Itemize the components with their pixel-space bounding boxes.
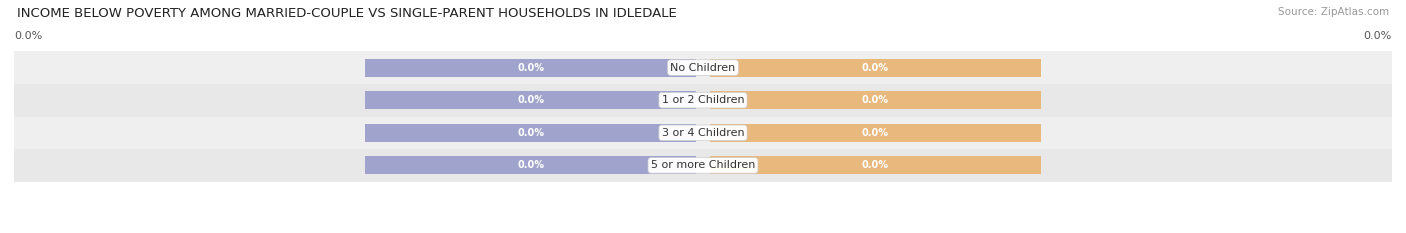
Text: 0.0%: 0.0% [517, 128, 544, 138]
Text: 0.0%: 0.0% [862, 63, 889, 72]
Bar [366, 91, 696, 109]
Text: 0.0%: 0.0% [517, 95, 544, 105]
Text: 0.0%: 0.0% [1364, 31, 1392, 41]
Text: No Children: No Children [671, 63, 735, 72]
Bar [710, 124, 1040, 142]
Bar [366, 124, 696, 142]
Bar [366, 157, 696, 174]
Bar [710, 91, 1040, 109]
Text: 0.0%: 0.0% [862, 95, 889, 105]
Text: 0.0%: 0.0% [862, 128, 889, 138]
Text: 0.0%: 0.0% [14, 31, 42, 41]
Text: 3 or 4 Children: 3 or 4 Children [662, 128, 744, 138]
Bar [14, 149, 1392, 182]
Bar [710, 58, 1040, 76]
Bar [14, 116, 1392, 149]
Text: INCOME BELOW POVERTY AMONG MARRIED-COUPLE VS SINGLE-PARENT HOUSEHOLDS IN IDLEDAL: INCOME BELOW POVERTY AMONG MARRIED-COUPL… [17, 7, 676, 20]
Bar [14, 51, 1392, 84]
Text: 0.0%: 0.0% [517, 63, 544, 72]
Text: Source: ZipAtlas.com: Source: ZipAtlas.com [1278, 7, 1389, 17]
Text: 0.0%: 0.0% [517, 161, 544, 170]
Bar [14, 84, 1392, 116]
Text: 0.0%: 0.0% [862, 161, 889, 170]
Text: 5 or more Children: 5 or more Children [651, 161, 755, 170]
Text: 1 or 2 Children: 1 or 2 Children [662, 95, 744, 105]
Bar [710, 157, 1040, 174]
Bar [366, 58, 696, 76]
